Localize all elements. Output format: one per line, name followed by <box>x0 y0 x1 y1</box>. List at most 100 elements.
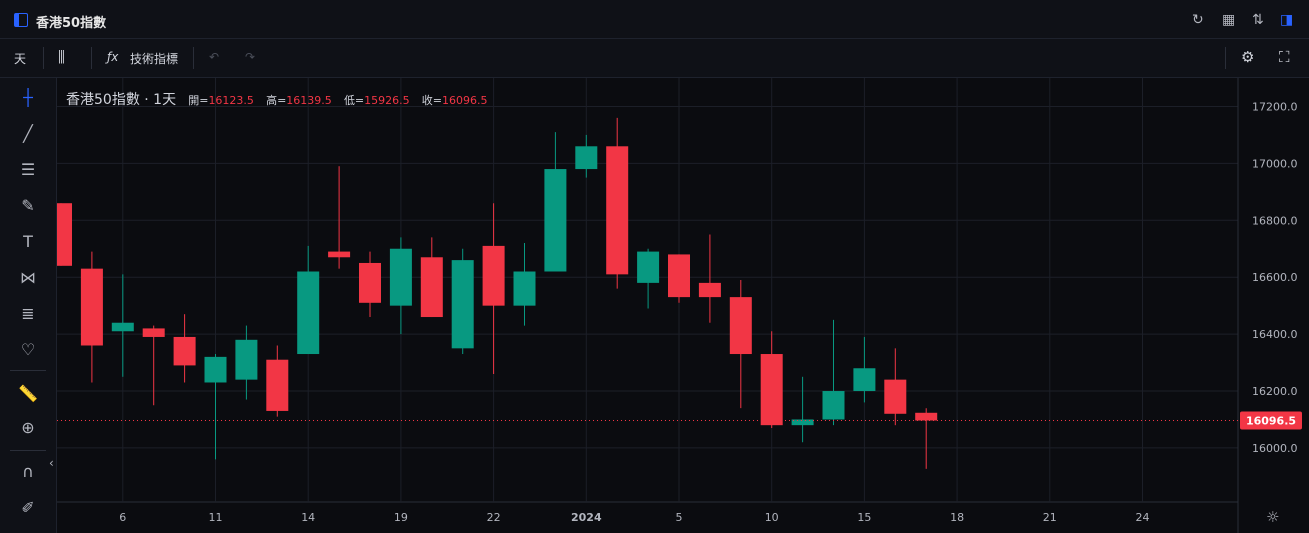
heart-icon[interactable]: ♡ <box>20 340 36 359</box>
tools-divider <box>10 450 46 451</box>
x-tick-label: 22 <box>487 511 501 524</box>
candle-body <box>173 336 196 366</box>
legend-high-value: 16139.5 <box>286 94 332 107</box>
redo-icon[interactable]: ↷ <box>245 50 256 64</box>
x-tick-label: 24 <box>1136 511 1150 524</box>
x-tick-label: 14 <box>301 511 315 524</box>
toolbar-divider <box>91 47 92 69</box>
x-tick-label: 18 <box>950 511 964 524</box>
drawing-toolbar: ┼ ╱ ☰ ✎ T ⋈ ≣ ♡ 📏 ⊕ ∩ ✐ <box>0 78 57 533</box>
last-price-label: 16096.5 <box>1246 414 1296 427</box>
candle-body <box>57 203 72 266</box>
y-tick-label: 16400.0 <box>1252 328 1298 341</box>
candle[interactable] <box>266 345 289 417</box>
candle[interactable] <box>80 251 103 383</box>
candle[interactable] <box>760 331 783 429</box>
chart-toolbar: 天 ⫼ ƒx 技術指標 ↶ ↷ ⚙ ⛶ <box>0 39 1309 78</box>
candle[interactable] <box>451 248 474 355</box>
time-axis[interactable]: 6 11 14 19 22 2024 5 10 15 18 21 24 <box>119 511 1149 524</box>
price-axis[interactable]: 17200.0 17000.0 16800.0 16600.0 16400.0 16200… <box>1252 100 1298 454</box>
last-price-line: 16096.5 <box>57 411 1302 430</box>
chart-legend: 香港50指數 · 1天 開=16123.5 高=16139.5 低=15926.… <box>66 89 488 109</box>
legend-low-label: 低= <box>343 94 365 107</box>
candle-body <box>80 268 103 346</box>
candle[interactable] <box>698 234 721 323</box>
candle[interactable] <box>235 325 258 400</box>
collapse-tools-icon[interactable]: ‹ <box>49 456 54 470</box>
y-tick-label: 17200.0 <box>1252 100 1298 113</box>
panel-toggle-icon[interactable] <box>14 13 28 27</box>
y-tick-label: 16000.0 <box>1252 442 1298 455</box>
x-tick-label: 6 <box>119 511 126 524</box>
measure-lines-icon[interactable]: ≣ <box>21 304 35 323</box>
crosshair-icon[interactable]: ┼ <box>23 88 33 107</box>
candle-body <box>637 251 660 283</box>
ruler-icon[interactable]: 📏 <box>18 384 38 403</box>
candle-body <box>297 271 320 355</box>
candle[interactable] <box>297 245 320 355</box>
candle[interactable] <box>544 132 567 272</box>
candle[interactable] <box>389 237 412 335</box>
window-title: 香港50指數 <box>36 16 107 31</box>
refresh-icon[interactable]: ↻ <box>1192 12 1204 28</box>
toolbar-divider <box>193 47 194 69</box>
candle[interactable] <box>420 237 443 318</box>
legend-high-label: 高= <box>266 94 287 107</box>
candle[interactable] <box>57 203 72 266</box>
zoom-icon[interactable]: ⊕ <box>21 418 35 437</box>
candle[interactable] <box>884 348 907 426</box>
interval-button[interactable]: 天 <box>14 52 27 66</box>
candle[interactable] <box>637 248 660 309</box>
magnet-icon[interactable]: ∩ <box>22 462 34 481</box>
indicators-button[interactable]: 技術指標 <box>130 52 179 66</box>
candle-body <box>389 248 412 306</box>
y-tick-label: 16800.0 <box>1252 214 1298 227</box>
gear-icon[interactable]: ⚙ <box>1241 48 1255 66</box>
candle[interactable] <box>482 203 505 374</box>
candle-body <box>698 282 721 298</box>
candle[interactable] <box>575 134 598 178</box>
candles-icon[interactable]: ⫼ <box>58 48 65 66</box>
candle-body <box>915 412 938 421</box>
legend-symbol: 香港50指數 · 1天 <box>66 92 177 108</box>
candle-body <box>359 262 381 303</box>
candle[interactable] <box>606 117 629 289</box>
candle[interactable] <box>915 408 938 469</box>
window-title-bar: 香港50指數 ↻ ▦ ⇅ ◨ <box>0 0 1309 39</box>
layout-icon[interactable]: ▦ <box>1222 12 1236 28</box>
candle[interactable] <box>328 166 351 269</box>
candle[interactable] <box>359 251 381 318</box>
axis-settings-icon[interactable]: ☼ <box>1266 508 1280 526</box>
candle-body <box>729 297 752 355</box>
last-price-badge <box>1240 411 1302 430</box>
candle-body <box>482 245 505 306</box>
candle[interactable] <box>173 314 196 383</box>
candle[interactable] <box>513 243 536 326</box>
undo-icon[interactable]: ↶ <box>209 50 220 64</box>
text-icon[interactable]: T <box>23 232 33 251</box>
candle[interactable] <box>111 274 134 377</box>
lock-pencil-icon[interactable]: ✐ <box>21 498 35 517</box>
candle[interactable] <box>142 325 165 406</box>
brush-icon[interactable]: ✎ <box>21 196 35 215</box>
candle[interactable] <box>822 319 845 426</box>
fx-icon[interactable]: ƒx <box>107 50 119 64</box>
candle[interactable] <box>668 254 690 303</box>
candle-body <box>328 251 351 258</box>
candle[interactable] <box>204 354 227 460</box>
trendline-icon[interactable]: ╱ <box>23 124 33 143</box>
horizontal-lines-icon[interactable]: ☰ <box>20 160 36 179</box>
candle-body <box>235 339 258 380</box>
candle[interactable] <box>729 280 752 409</box>
candle-body <box>791 419 814 426</box>
pattern-icon[interactable]: ⋈ <box>20 268 36 287</box>
panel-icon[interactable]: ◨ <box>1280 12 1294 28</box>
candle[interactable] <box>791 376 814 443</box>
sort-icon[interactable]: ⇅ <box>1252 12 1264 28</box>
fullscreen-icon[interactable]: ⛶ <box>1279 48 1290 66</box>
candle[interactable] <box>853 336 876 403</box>
candle-body <box>822 391 845 420</box>
y-tick-label: 16600.0 <box>1252 271 1298 284</box>
candle-body <box>266 359 289 411</box>
